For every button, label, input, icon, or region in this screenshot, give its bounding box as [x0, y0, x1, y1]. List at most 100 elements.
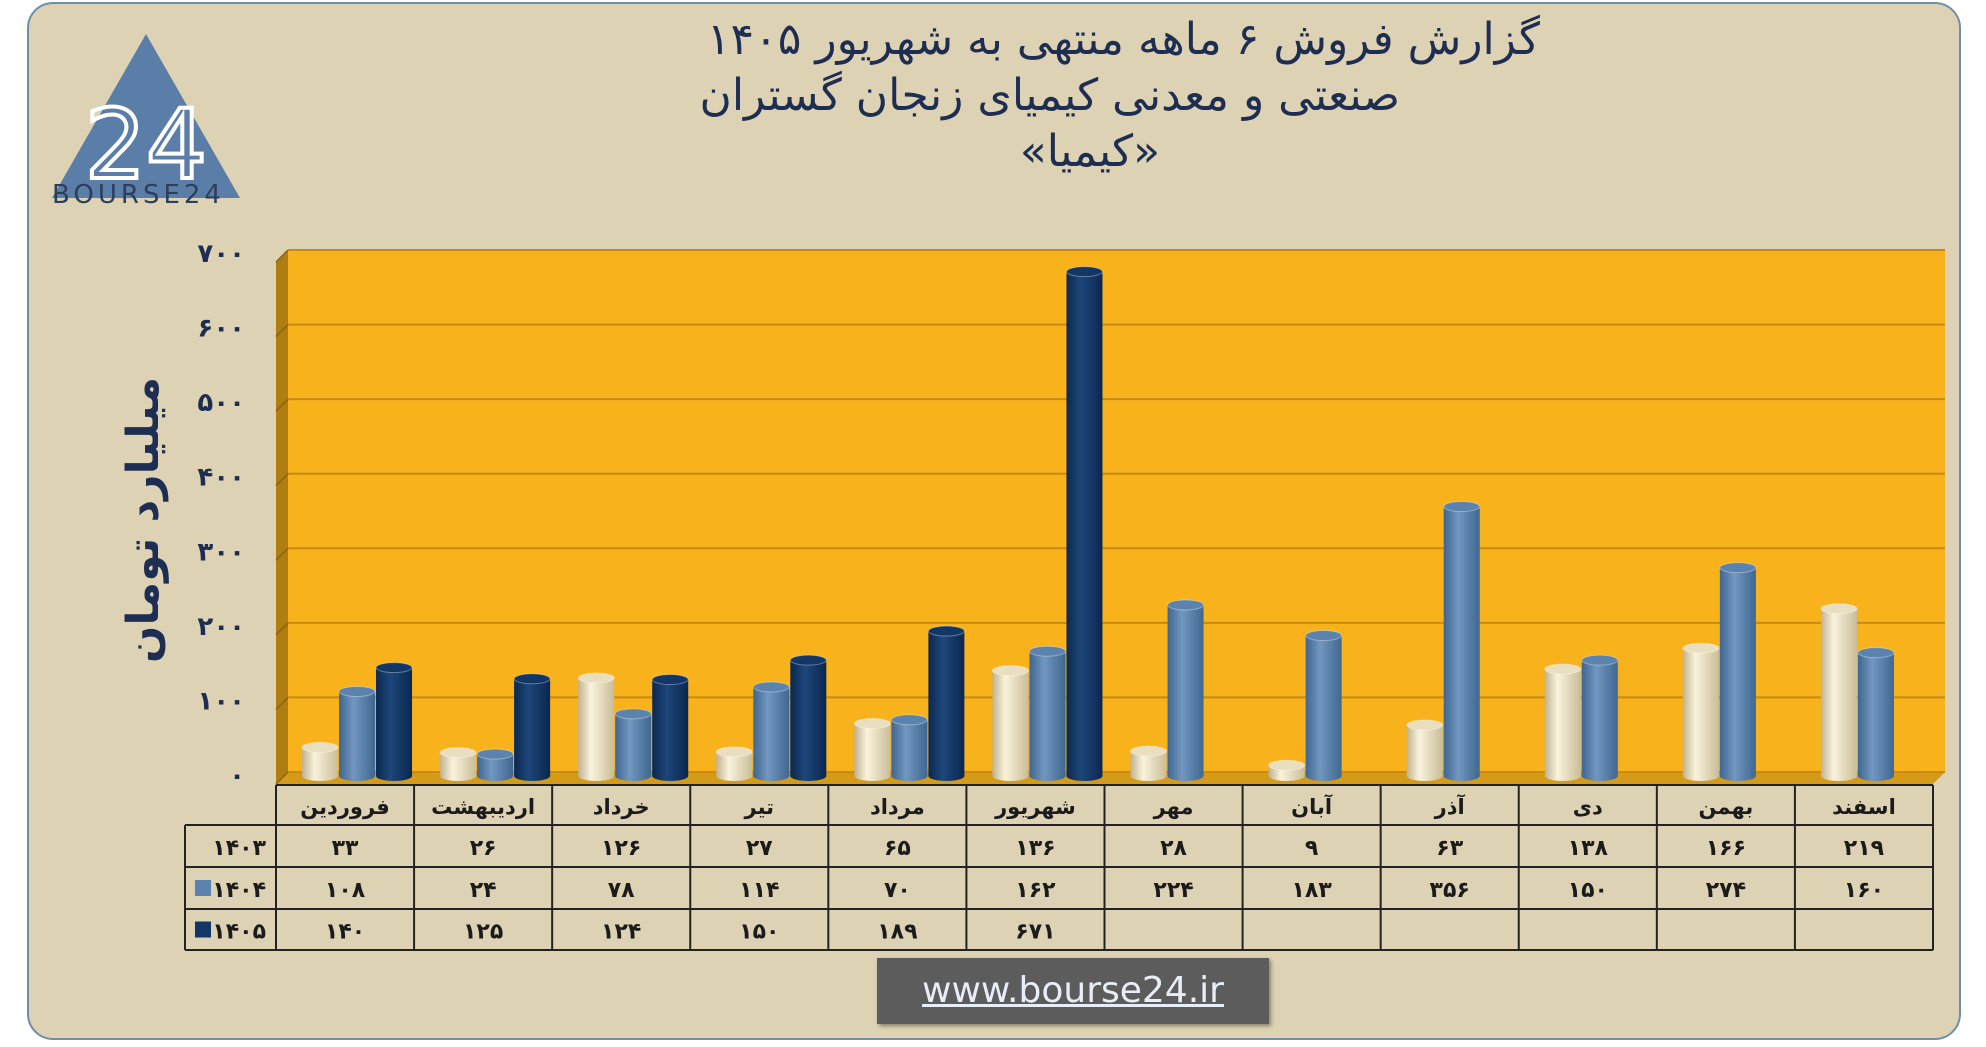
bar-body [440, 752, 477, 776]
data-label: ۱۳۸ [1568, 836, 1609, 861]
bar-cap [1130, 745, 1168, 757]
bar [439, 747, 477, 781]
gridline-side [275, 249, 289, 263]
x-tick-label: مهر [1153, 795, 1194, 819]
bar-body [992, 670, 1029, 776]
bar [1406, 719, 1444, 781]
bar-cap [890, 714, 928, 726]
data-label: ۲۴ [470, 878, 497, 903]
bar-base [615, 771, 652, 781]
bar-body [477, 754, 514, 776]
bar-body [514, 678, 551, 776]
gridlines [275, 249, 1945, 785]
title-line-1: گزارش فروش ۶ ماهه منتهی به شهریور ۱۴۰۵ [706, 14, 1540, 65]
data-label: ۱۶۰ [1844, 878, 1884, 903]
bar-base [1719, 771, 1756, 781]
y-tick-label: ۶۰۰ [197, 314, 245, 344]
data-label: ۱۸۹ [877, 920, 917, 945]
bar [1130, 745, 1168, 781]
bar-base [891, 771, 928, 781]
bar [1544, 663, 1582, 781]
data-label: ۶۳ [1436, 836, 1463, 861]
bar-body [854, 723, 891, 776]
bar-base [1305, 771, 1342, 781]
bar-cap [614, 708, 652, 720]
bar [1065, 266, 1103, 781]
bar-cap [1065, 266, 1103, 278]
data-label: ۲۸ [1160, 836, 1187, 861]
data-label: ۷۸ [608, 878, 635, 903]
bar-body [1581, 660, 1618, 776]
bar-body [1268, 765, 1305, 776]
data-label: ۶۷۱ [1015, 920, 1055, 945]
data-label: ۱۲۴ [601, 920, 641, 945]
bar [1857, 647, 1895, 781]
bar-cap [1544, 663, 1582, 675]
plot-area [288, 250, 1945, 772]
y-tick-label: ۴۰۰ [197, 463, 245, 493]
x-tick-label: شهریور [994, 795, 1076, 819]
bar-cap [991, 665, 1029, 677]
bar-body [339, 691, 376, 776]
logo-triangle [52, 34, 240, 198]
data-label: ۹ [1305, 836, 1318, 861]
data-label: ۲۲۴ [1153, 878, 1193, 903]
x-tick-label: بهمن [1699, 795, 1754, 819]
data-label: ۱۳۶ [1015, 836, 1055, 861]
bars [301, 266, 1895, 781]
bar-cap [439, 747, 477, 759]
x-tick-label: اسفند [1832, 795, 1896, 819]
data-label: ۱۵۰ [739, 920, 779, 945]
website-banner[interactable]: www.bourse24.ir [877, 958, 1269, 1024]
bar-cap [1443, 501, 1481, 513]
bar-base [854, 771, 891, 781]
bar-body [1066, 271, 1103, 776]
bar [1682, 642, 1720, 781]
bar-base [1581, 771, 1618, 781]
bar-body [928, 631, 965, 776]
title-line-2: صنعتی و معدنی کیمیای زنجان گستران [699, 70, 1401, 121]
bar [1167, 599, 1205, 781]
bar-cap [1857, 647, 1895, 659]
bar-base [376, 771, 413, 781]
bar-cap [1268, 759, 1306, 771]
bar [577, 672, 615, 781]
data-label: ۲۶ [470, 836, 497, 861]
bar [614, 708, 652, 781]
bar-body [891, 719, 928, 776]
bar-base [790, 771, 827, 781]
bar-cap [338, 685, 376, 697]
bar [991, 665, 1029, 781]
bar-cap [789, 654, 827, 666]
bar-body [1719, 567, 1756, 776]
y-tick-label: ۱۰۰ [197, 686, 245, 716]
bar-base [1130, 771, 1167, 781]
bar-body [753, 686, 790, 776]
x-tick-label: تیر [744, 795, 775, 819]
bar-base [1443, 771, 1480, 781]
bar [301, 741, 339, 781]
bar-body [1443, 506, 1480, 776]
logo-brand-text: BOURSE24 [52, 180, 225, 210]
plot-background [276, 250, 1945, 784]
bar [1028, 645, 1066, 781]
legend-label: ۱۴۰۳ [212, 836, 266, 861]
bar-cap [715, 746, 753, 758]
bar-base [440, 771, 477, 781]
website-link[interactable]: www.bourse24.ir [922, 970, 1224, 1011]
x-tick-label: مرداد [870, 795, 925, 819]
bar [1581, 654, 1619, 781]
bar [513, 673, 551, 781]
bar-cap [927, 625, 965, 637]
data-table: فروردین اردیبهشت خرداد تیر مرداد شهریور مهر آبا… [184, 784, 1934, 951]
gridline-side [275, 398, 289, 412]
bar-cap [1406, 719, 1444, 731]
bar-cap [1305, 630, 1343, 642]
bar-cap [1581, 654, 1619, 666]
bar [1820, 603, 1858, 781]
data-label: ۳۵۶ [1430, 878, 1470, 903]
y-axis-label: میلیارد تومان [118, 377, 169, 663]
bar [651, 674, 689, 781]
bar-body [1857, 652, 1894, 776]
bar-body [1544, 669, 1581, 776]
